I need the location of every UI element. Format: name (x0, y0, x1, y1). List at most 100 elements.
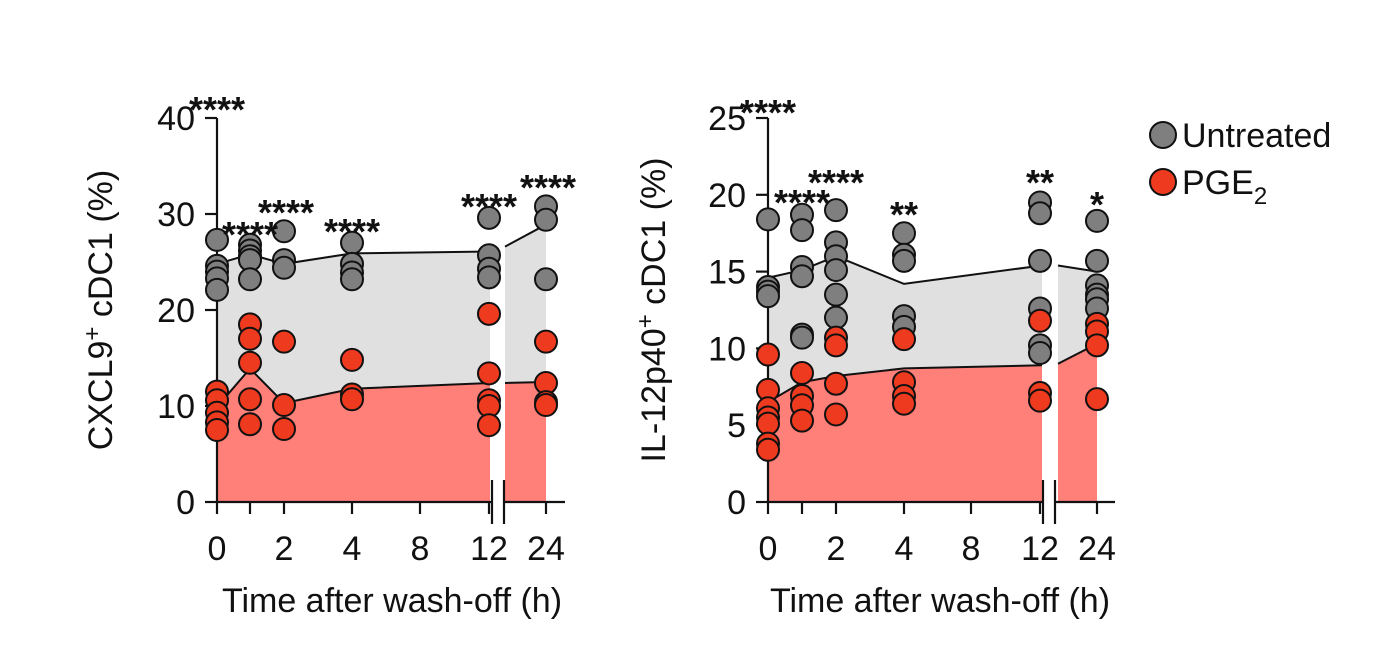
x-tick-label: 2 (275, 530, 294, 568)
y-axis-title-rest: cDC1 (%) (82, 170, 120, 327)
legend: Untreated PGE2 (1149, 117, 1331, 210)
untreated-point (1085, 248, 1109, 273)
pge2-point (272, 329, 296, 354)
significance-label: **** (774, 182, 830, 223)
pge2-point (272, 417, 296, 442)
pge2-point (477, 413, 501, 438)
y-tick-label: 25 (708, 100, 746, 138)
untreated-point (477, 265, 501, 290)
x-axis-title: Time after wash-off (h) (770, 582, 1110, 620)
untreated-point (824, 282, 848, 307)
pge2-point (1028, 388, 1052, 413)
y-axis-title-sup: + (79, 327, 106, 341)
pge2-point (238, 412, 262, 437)
untreated-point (272, 255, 296, 280)
pge2-point (756, 437, 780, 462)
legend-pge2-label: PGE2 (1182, 164, 1267, 210)
x-tick-label: 8 (962, 530, 981, 568)
pge2-point (1085, 333, 1109, 358)
legend-untreated-marker (1149, 121, 1177, 149)
y-tick-label: 20 (157, 292, 195, 330)
significance-label: ** (890, 194, 918, 235)
y-tick-label: 10 (157, 388, 195, 426)
pge2-point (790, 360, 814, 385)
y-axis-title: CXCL9+ cDC1 (%) (79, 170, 120, 450)
untreated-point (272, 219, 296, 244)
untreated-point (824, 305, 848, 330)
pge2-point (340, 347, 364, 372)
significance-label: ** (1026, 162, 1054, 203)
untreated-point (892, 248, 916, 273)
untreated-point (340, 267, 364, 292)
x-tick-label: 4 (895, 530, 914, 568)
x-tick-label: 0 (759, 530, 778, 568)
untreated-point (756, 207, 780, 232)
untreated-point (1028, 201, 1052, 226)
untreated-point (824, 258, 848, 283)
significance-label: **** (808, 162, 864, 203)
pge2-point (477, 301, 501, 326)
y-tick-label: 10 (708, 330, 746, 368)
x-tick-label: 24 (1078, 530, 1116, 568)
untreated-point (790, 218, 814, 243)
x-tick-label: 8 (411, 530, 430, 568)
y-axis-title: IL-12p40+ cDC1 (%) (632, 157, 673, 462)
pge2-point (205, 418, 229, 442)
x-tick-label: 12 (470, 530, 508, 568)
untreated-point (824, 198, 848, 223)
pge2-point (272, 393, 296, 418)
significance-label: **** (189, 89, 245, 130)
y-axis-title-main: IL-12p40 (635, 328, 673, 462)
pge2-point (238, 350, 262, 375)
pge2-point (824, 333, 848, 358)
significance-label: * (1090, 184, 1104, 225)
y-tick-label: 5 (727, 407, 746, 445)
y-axis-title-main: CXCL9 (82, 341, 120, 451)
pge2-point (824, 402, 848, 427)
untreated-point (534, 207, 558, 232)
pge2-point (534, 393, 558, 418)
untreated-area-late (505, 224, 546, 383)
untreated-point (477, 205, 501, 230)
pge2-point (238, 387, 262, 412)
pge2-area-late (1058, 343, 1097, 502)
untreated-point (1028, 248, 1052, 273)
legend-pge2-subscript: 2 (1254, 183, 1267, 210)
untreated-point (756, 284, 780, 309)
y-tick-label: 20 (708, 177, 746, 215)
x-tick-label: 12 (1021, 530, 1059, 568)
x-tick-label: 24 (527, 530, 565, 568)
pge2-area-early (217, 368, 490, 502)
y-tick-label: 30 (157, 196, 195, 234)
pge2-point (534, 329, 558, 354)
pge2-point (477, 361, 501, 386)
legend-pge2-text: PGE (1182, 164, 1254, 202)
pge2-point (790, 408, 814, 433)
pge2-point (1085, 387, 1109, 412)
y-axis-title-sup: + (632, 314, 659, 328)
y-tick-label: 40 (157, 100, 195, 138)
significance-label: **** (258, 192, 314, 233)
significance-label: **** (520, 167, 576, 208)
y-tick-label: 15 (708, 254, 746, 292)
pge2-point (340, 387, 364, 412)
pge2-point (892, 391, 916, 416)
significance-label: **** (324, 211, 380, 252)
pge2-point (892, 327, 916, 352)
untreated-point (790, 264, 814, 289)
significance-label: **** (461, 186, 517, 227)
pge2-point (756, 342, 780, 367)
y-tick-label: 0 (176, 484, 195, 522)
pge2-area-late (505, 382, 546, 502)
legend-pge2-marker (1149, 168, 1177, 196)
y-axis-title-rest: cDC1 (%) (635, 157, 673, 314)
untreated-point (1028, 341, 1052, 366)
untreated-point (1085, 208, 1109, 233)
untreated-point (238, 267, 262, 292)
x-tick-label: 0 (208, 530, 227, 568)
untreated-point (790, 325, 814, 350)
pge2-point (756, 411, 780, 436)
pge2-point (1028, 308, 1052, 333)
